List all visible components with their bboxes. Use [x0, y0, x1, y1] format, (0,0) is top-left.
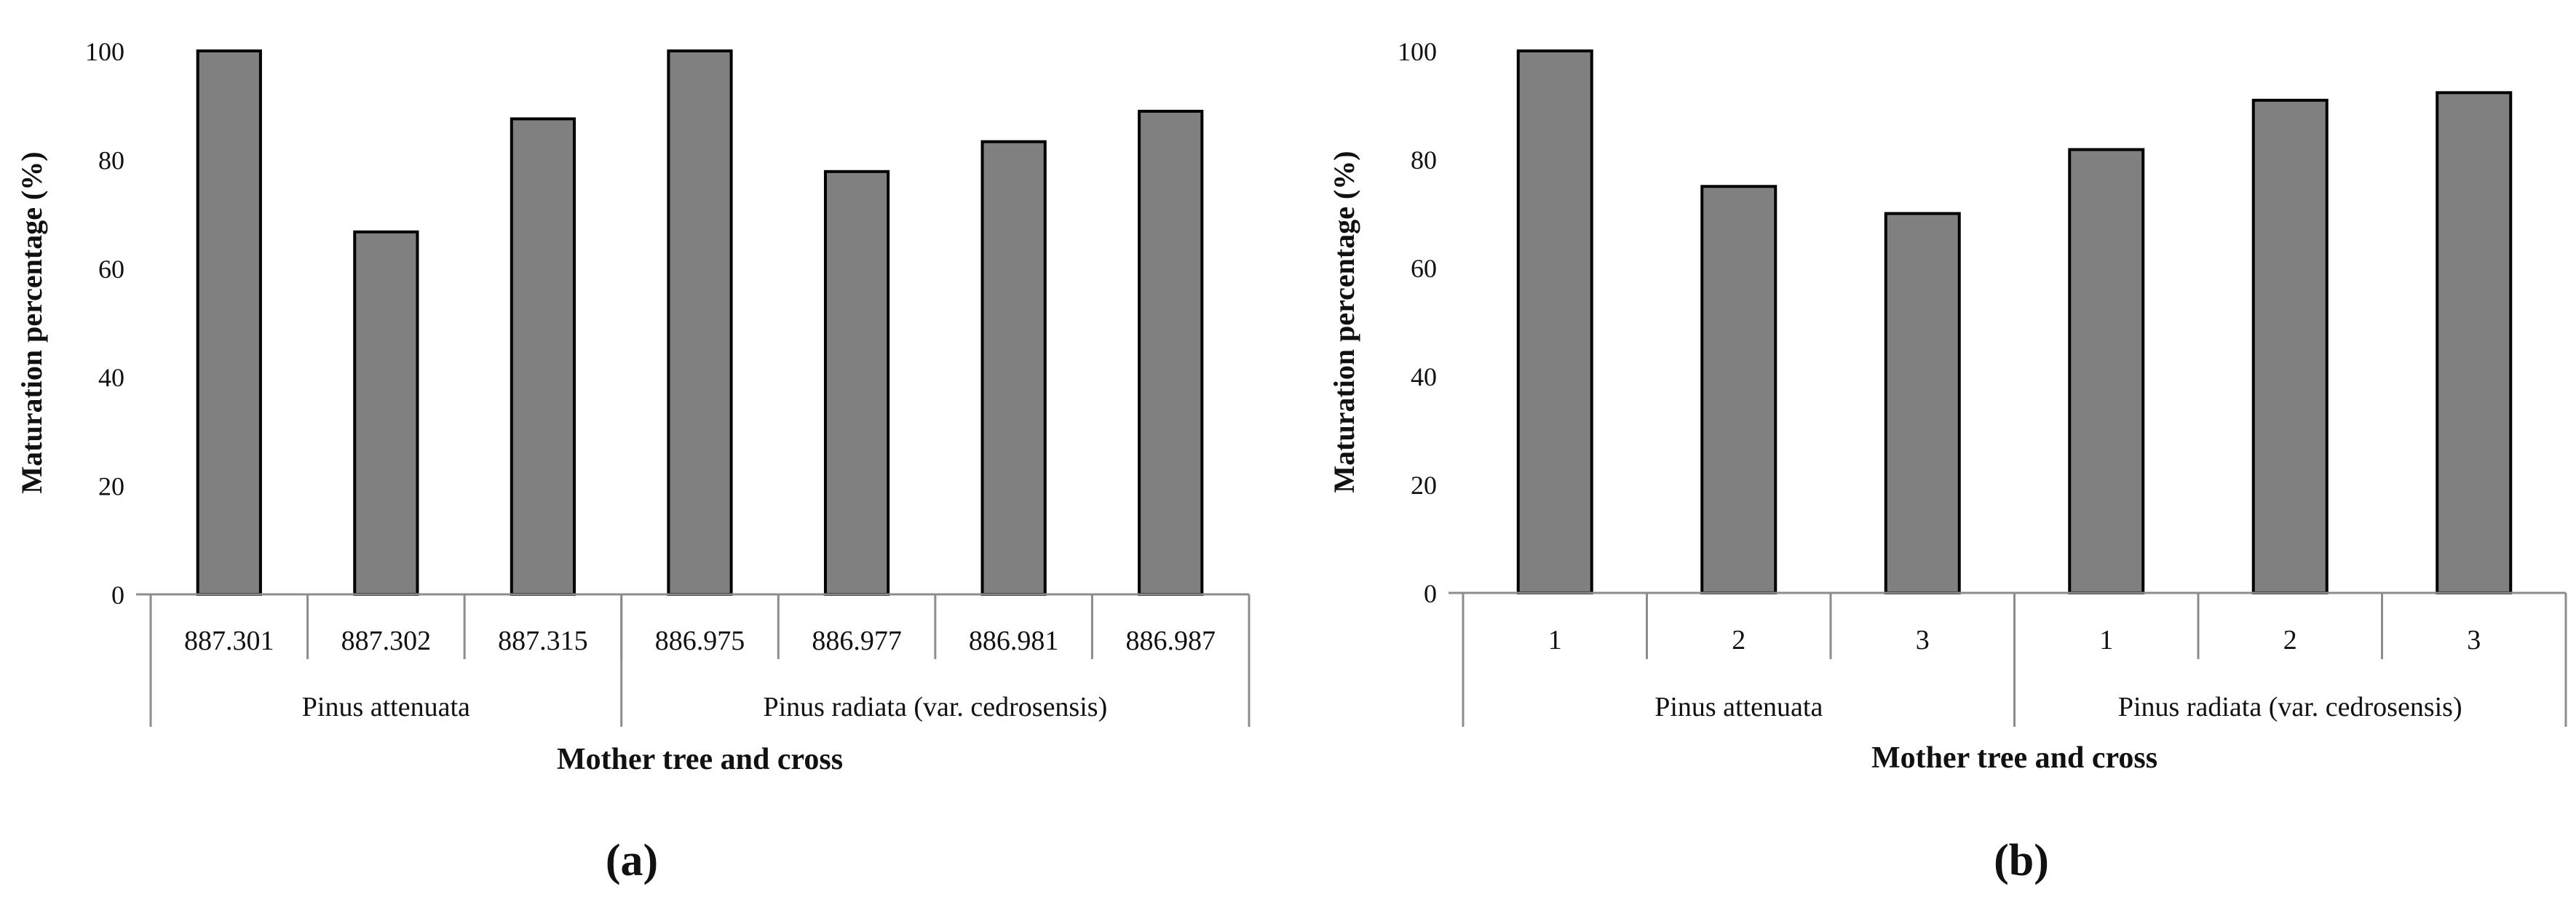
- y-tick-label: 20: [98, 472, 124, 501]
- x-tick-label: 1: [2099, 625, 2113, 655]
- bar: [1516, 49, 1593, 594]
- x-tick-label: 887.315: [498, 626, 588, 656]
- y-tick-label: 20: [1411, 471, 1437, 500]
- group-label: Pinus attenuata: [1654, 692, 1823, 722]
- chart-panel-b: 0 20 40 60 80 100 Maturation percentage (%) 1 2 3…: [1303, 0, 2576, 905]
- bar: [2068, 148, 2145, 594]
- x-tick-label: 886.987: [1125, 626, 1216, 656]
- bar: [196, 49, 262, 596]
- y-tick-label: 0: [111, 581, 124, 610]
- y-tick-label: 60: [98, 255, 124, 284]
- bar: [1138, 109, 1204, 597]
- panel-label-b: (b): [1994, 836, 2049, 885]
- x-axis-title: Mother tree and cross: [1871, 741, 2157, 775]
- bar: [1884, 212, 1961, 594]
- x-tick-label: 2: [2283, 625, 2297, 655]
- x-tick-label: 886.975: [655, 626, 745, 656]
- y-tick-label: 40: [1411, 362, 1437, 391]
- x-tick-label: 887.302: [341, 626, 432, 656]
- bar: [353, 230, 419, 596]
- x-tick-label: 887.301: [184, 626, 274, 656]
- bar: [823, 170, 890, 597]
- bar-chart-a: 0 20 40 60 80 100 Maturation percentage (%) 887…: [15, 37, 1251, 776]
- bar: [2436, 91, 2513, 595]
- y-axis-title: Maturation percentage (%): [15, 151, 48, 493]
- bar: [1700, 185, 1778, 594]
- y-tick-label: 100: [1398, 37, 1437, 66]
- chart-panel-a: 0 20 40 60 80 100 Maturation percentage (%) 887…: [15, 37, 1251, 885]
- x-axis-title: Mother tree and cross: [557, 743, 843, 776]
- bar: [2251, 98, 2329, 595]
- bar: [667, 49, 733, 596]
- y-tick-label: 100: [85, 37, 124, 66]
- group-label: Pinus radiata (var. cedrosensis): [2118, 692, 2462, 722]
- bar: [980, 140, 1047, 596]
- y-tick-label: 0: [1424, 579, 1437, 608]
- x-tick-label: 886.977: [812, 626, 902, 656]
- x-tick-label: 3: [2467, 625, 2481, 655]
- panel-label-a: (a): [605, 836, 659, 885]
- y-tick-label: 60: [1411, 254, 1437, 283]
- y-tick-label: 80: [1411, 145, 1437, 175]
- y-axis-title: Maturation percentage (%): [1328, 151, 1360, 493]
- y-tick-label: 80: [98, 145, 124, 175]
- group-label: Pinus attenuata: [302, 692, 470, 722]
- x-tick-label: 2: [1732, 625, 1745, 655]
- x-tick-label: 886.981: [969, 626, 1059, 656]
- x-tick-label: 1: [1548, 625, 1562, 655]
- y-tick-label: 40: [98, 363, 124, 392]
- group-label: Pinus radiata (var. cedrosensis): [763, 692, 1107, 722]
- bar-chart-b: 0 20 40 60 80 100 Maturation percentage (%) 1 2 3…: [1328, 37, 2567, 775]
- x-tick-label: 3: [1916, 625, 1930, 655]
- bar: [510, 117, 576, 596]
